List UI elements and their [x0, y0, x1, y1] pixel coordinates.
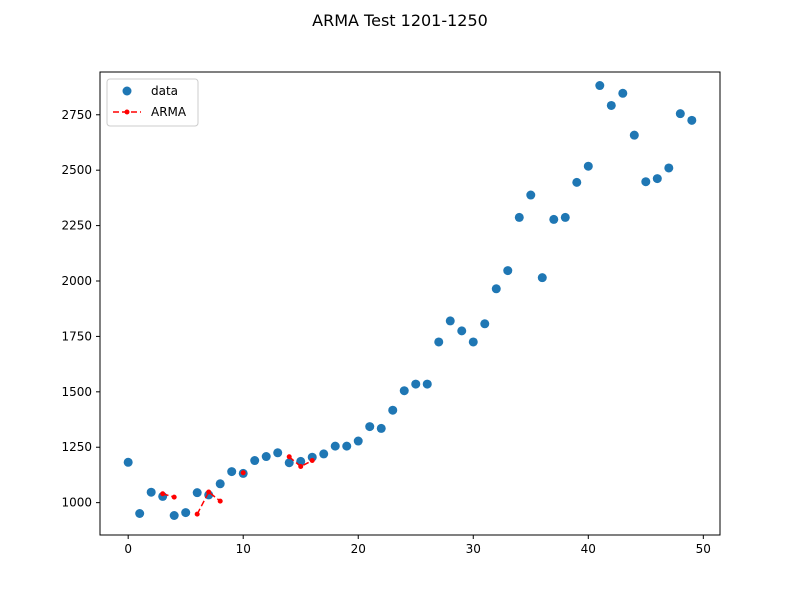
data-point — [457, 326, 467, 336]
data-point — [583, 161, 593, 171]
data-point — [526, 190, 536, 200]
data-point — [388, 405, 398, 415]
data-point — [169, 510, 179, 520]
data-point — [664, 163, 674, 173]
y-tick-label: 1250 — [61, 440, 92, 454]
data-point — [675, 109, 685, 119]
y-tick-label: 2250 — [61, 219, 92, 233]
y-tick-label: 2000 — [61, 274, 92, 288]
data-point — [687, 115, 697, 125]
x-tick-label: 20 — [351, 542, 366, 556]
chart-title: ARMA Test 1201-1250 — [312, 11, 488, 30]
data-point — [606, 100, 616, 110]
data-point — [411, 379, 421, 389]
x-tick-label: 40 — [581, 542, 596, 556]
data-point — [365, 422, 375, 432]
y-tick-label: 2500 — [61, 163, 92, 177]
y-tick-label: 2750 — [61, 108, 92, 122]
data-point — [514, 212, 524, 222]
data-point — [399, 386, 409, 396]
arma-point — [171, 494, 177, 500]
data-point — [319, 449, 329, 459]
arma-point — [160, 491, 166, 497]
data-point — [181, 508, 191, 518]
y-tick-label: 1500 — [61, 385, 92, 399]
data-point — [135, 509, 145, 519]
legend-marker-data — [122, 86, 132, 96]
data-point — [652, 174, 662, 184]
data-point — [376, 423, 386, 433]
data-point — [629, 130, 639, 140]
data-point — [618, 88, 628, 98]
data-point — [192, 488, 202, 498]
data-point — [273, 448, 283, 458]
axes-layer: 0 10 20 30 40 50 1000 1250 1500 1750 2000 2250 2500 2… — [61, 108, 711, 556]
arma-point — [217, 498, 223, 504]
data-point — [503, 266, 513, 276]
data-point — [422, 379, 432, 389]
data-point — [353, 436, 363, 446]
arma-point — [298, 464, 304, 470]
data-point — [434, 337, 444, 347]
data-point — [227, 467, 237, 477]
arma-point — [194, 511, 200, 517]
x-tick-label: 10 — [236, 542, 251, 556]
data-point — [250, 456, 260, 466]
data-point — [549, 214, 559, 224]
legend-marker-arma — [124, 109, 130, 115]
data-point — [445, 316, 455, 326]
legend: data ARMA — [106, 78, 199, 127]
arma-point — [309, 458, 315, 464]
data-point — [572, 177, 582, 187]
legend-label-data: data — [151, 84, 178, 98]
data-point — [491, 284, 501, 294]
data-point — [480, 319, 490, 329]
arma-point — [240, 470, 246, 476]
series-layer — [123, 81, 697, 520]
arma-point — [286, 454, 292, 460]
data-point — [284, 458, 294, 468]
data-point — [146, 487, 156, 497]
data-point — [595, 81, 605, 91]
y-tick-label: 1000 — [61, 496, 92, 510]
data-point — [342, 441, 352, 451]
data-point — [468, 337, 478, 347]
data-point — [215, 479, 225, 489]
plot-frame — [99, 71, 721, 536]
data-point — [123, 457, 133, 467]
legend-label-arma: ARMA — [151, 105, 187, 119]
y-tick-label: 1750 — [61, 329, 92, 343]
arma-point — [206, 489, 212, 495]
data-point — [641, 177, 651, 187]
arma-line — [288, 456, 313, 468]
data-point — [537, 273, 547, 283]
data-point — [261, 452, 271, 462]
x-tick-label: 30 — [466, 542, 481, 556]
data-point — [330, 441, 340, 451]
x-tick-label: 0 — [124, 542, 132, 556]
data-point — [560, 212, 570, 222]
x-tick-label: 50 — [696, 542, 711, 556]
